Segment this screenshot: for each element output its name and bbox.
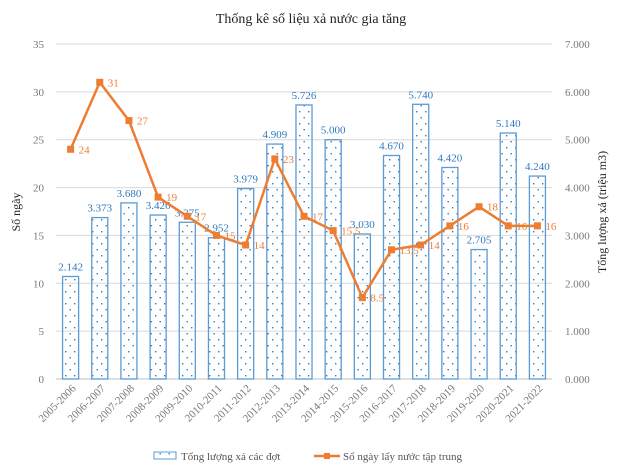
- legend-label-bars: Tổng lượng xả các đợt: [181, 451, 280, 463]
- line-data-label: 13.5: [400, 245, 420, 257]
- right-tick-label: 7.000: [565, 39, 590, 51]
- right-tick-label: 2.000: [565, 278, 590, 290]
- right-tick-label: 3.000: [565, 230, 590, 242]
- bar: [236, 187, 255, 380]
- right-axis-ticks: 0.000 1.000 2.000 3.000 4.000 5.000 6.000 7.000: [565, 39, 590, 386]
- line-data-label: 16: [516, 221, 528, 233]
- bar-data-label: 5.000: [321, 125, 346, 137]
- line-marker: [417, 241, 425, 249]
- line-data-label: 23: [283, 154, 295, 166]
- bar-data-label: 4.670: [379, 141, 404, 153]
- bar-data-label: 4.909: [262, 129, 287, 141]
- line-marker: [67, 145, 75, 153]
- bar-data-label: 5.140: [496, 118, 521, 130]
- line-marker: [300, 212, 308, 220]
- line-data-label: 8.5: [370, 293, 384, 305]
- bar-series: [61, 103, 547, 380]
- bar: [149, 214, 167, 380]
- line-data-label: 15.5: [341, 226, 361, 238]
- line-marker: [154, 193, 162, 201]
- bar-data-label: 3.680: [117, 188, 142, 200]
- line-data-label: 16: [545, 221, 557, 233]
- bar-labels: 2.1423.3733.6803.4263.2752.9523.9794.909…: [58, 89, 550, 273]
- bar: [353, 233, 372, 380]
- bar-data-label: 3.979: [233, 174, 258, 186]
- line-data-label: 17: [312, 211, 324, 223]
- legend-swatch-marker: [324, 453, 330, 459]
- right-axis-title: Tổng lượng xả (triệu m3): [595, 151, 609, 273]
- line-data-label: 14: [429, 240, 441, 252]
- line-marker: [96, 78, 104, 86]
- line-marker: [212, 231, 220, 239]
- line-data-label: 15: [224, 230, 236, 242]
- bar: [528, 175, 547, 380]
- bar-data-label: 3.373: [87, 203, 112, 215]
- line-labels: 24 31 27 19 17 15 14 23 17 15.5 8.5 13.5 14 16 18 16 16: [79, 77, 557, 304]
- line-data-label: 31: [108, 77, 119, 89]
- line-data-label: 19: [166, 192, 178, 204]
- line-data-label: 14: [254, 240, 266, 252]
- right-tick-label: 1.000: [565, 326, 590, 338]
- bar-data-label: 3.426: [146, 200, 171, 212]
- line-marker: [183, 212, 191, 220]
- legend-item-line: Số ngày lấy nước tập trung: [314, 451, 463, 463]
- bar-data-label: 5.726: [292, 90, 317, 102]
- left-axis-ticks: 0 5 10 15 20 25 30 35: [33, 39, 45, 386]
- bar: [91, 216, 109, 380]
- left-tick-label: 25: [33, 135, 45, 147]
- bar: [382, 154, 401, 380]
- line-data-label: 17: [195, 211, 207, 223]
- line-marker: [242, 241, 250, 249]
- bar: [207, 237, 226, 380]
- bar-data-label: 5.740: [408, 89, 433, 101]
- bar-data-label: 4.420: [438, 152, 463, 164]
- left-tick-label: 20: [33, 183, 45, 195]
- bar: [178, 221, 196, 380]
- right-tick-label: 5.000: [565, 135, 590, 147]
- line-marker: [504, 222, 512, 230]
- bar: [324, 139, 342, 380]
- legend: Tổng lượng xả các đợt Số ngày lấy nước t…: [153, 451, 463, 463]
- line-marker: [388, 246, 396, 254]
- bar: [441, 166, 459, 380]
- bar: [499, 132, 517, 380]
- bar-data-label: 2.142: [58, 261, 83, 273]
- bar: [266, 143, 284, 380]
- left-tick-label: 10: [33, 278, 45, 290]
- right-tick-label: 0.000: [565, 374, 590, 386]
- left-tick-label: 30: [33, 87, 45, 99]
- left-axis-title: Số ngày: [9, 193, 23, 232]
- bar: [295, 104, 313, 380]
- bar: [61, 275, 80, 380]
- legend-swatch-bars: [153, 451, 177, 460]
- chart-title: Thống kê số liệu xả nước gia tăng: [216, 12, 406, 27]
- line-data-label: 27: [137, 116, 149, 128]
- line-data-label: 16: [458, 221, 470, 233]
- left-tick-label: 35: [33, 39, 45, 51]
- bar: [120, 202, 138, 380]
- line-marker: [329, 227, 337, 235]
- line-marker: [358, 294, 366, 302]
- legend-label-line: Số ngày lấy nước tập trung: [343, 451, 463, 463]
- line-marker: [475, 203, 483, 211]
- bar-data-label: 4.240: [525, 161, 550, 173]
- bar: [470, 248, 488, 380]
- bar-data-label: 3.030: [350, 219, 375, 231]
- right-tick-label: 6.000: [565, 87, 590, 99]
- right-tick-label: 4.000: [565, 183, 590, 195]
- line-marker: [271, 155, 279, 163]
- bar-data-label: 2.705: [467, 235, 492, 247]
- left-tick-label: 15: [33, 230, 45, 242]
- line-marker: [533, 222, 541, 230]
- legend-item-bars: Tổng lượng xả các đợt: [153, 451, 280, 463]
- line-series: [67, 78, 541, 302]
- line-marker: [446, 222, 454, 230]
- left-tick-label: 0: [39, 374, 45, 386]
- line-marker: [125, 117, 133, 125]
- line-data-label: 24: [79, 144, 91, 156]
- line-data-label: 18: [487, 202, 499, 214]
- x-axis-ticks: 2005-20062006-20072007-20082008-20092009…: [37, 382, 546, 425]
- left-tick-label: 5: [39, 326, 45, 338]
